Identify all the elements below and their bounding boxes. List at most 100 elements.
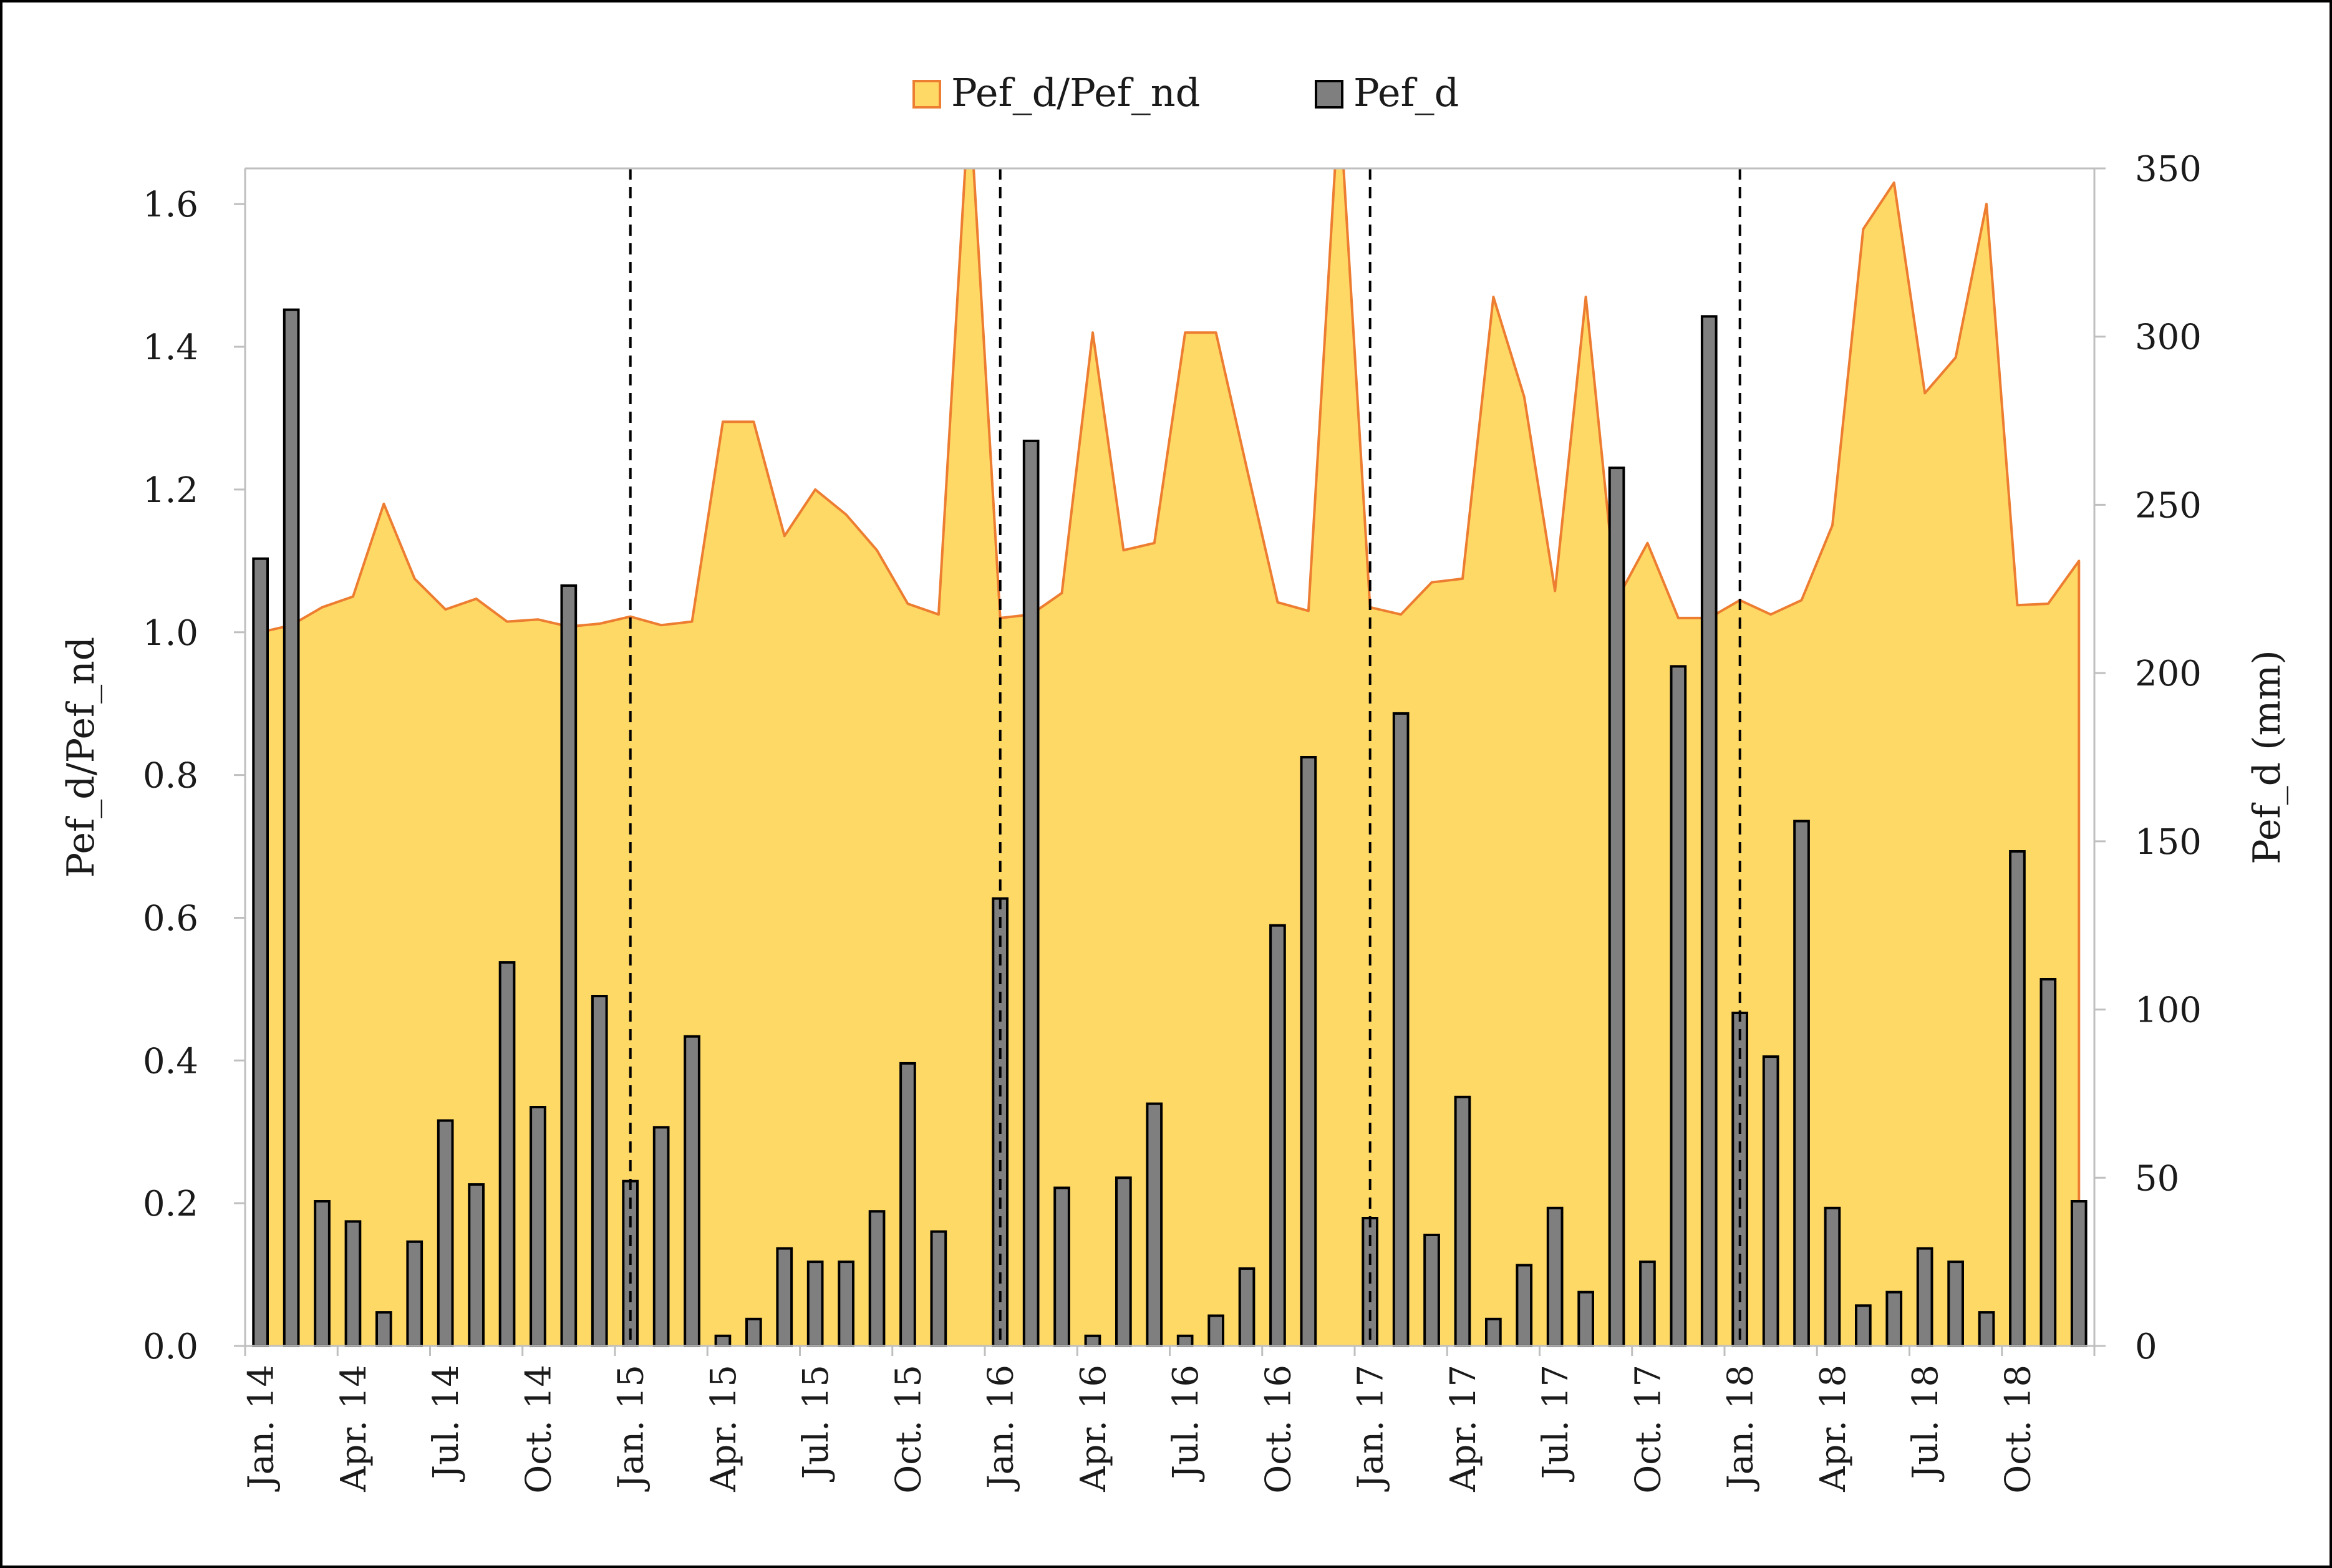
- bar-pef-d: [406, 1240, 423, 1348]
- bar-pef-d: [1762, 1055, 1779, 1347]
- legend-label-pef-d: Pef_d: [1353, 70, 1459, 115]
- bar-pef-d: [1176, 1334, 1194, 1348]
- bar-pef-d: [1115, 1176, 1132, 1348]
- x-tick-label: Jan. 15: [611, 1365, 652, 1492]
- bar-pef-d: [1978, 1311, 1995, 1348]
- x-tick-label: Jan. 18: [1721, 1365, 1761, 1492]
- left-tick-label: 1.0: [143, 613, 198, 654]
- right-tick-label: 0: [2135, 1327, 2157, 1367]
- legend-label-pef-ratio: Pef_d/Pef_nd: [951, 70, 1200, 115]
- bar-pef-d: [1885, 1290, 1903, 1347]
- bar-pef-d: [714, 1334, 732, 1348]
- bar-pef-d: [498, 961, 516, 1347]
- bar-pef-d: [1423, 1234, 1440, 1347]
- bar-pef-d: [1577, 1290, 1595, 1347]
- axis-layer: 0.0 0.2 0.4 0.6 0.8 1.0 1.2 1.4 1.6 0 50 100 150 200 2…: [59, 149, 2289, 1494]
- bar-pef-d: [776, 1247, 793, 1347]
- bar-pef-d: [1700, 315, 1718, 1347]
- bar-pef-d: [375, 1311, 392, 1348]
- x-tick-label: Jan. 17: [1351, 1365, 1391, 1492]
- bar-pef-d: [2039, 978, 2057, 1347]
- right-tick-label: 100: [2135, 990, 2202, 1031]
- right-tick-label: 200: [2135, 654, 2202, 694]
- bar-pef-d: [1146, 1102, 1163, 1347]
- right-tick-label: 250: [2135, 485, 2202, 526]
- bar-pef-d: [530, 1106, 546, 1347]
- bar-pef-d: [1916, 1247, 1933, 1347]
- bar-pef-d: [868, 1210, 886, 1347]
- bar-pef-d: [899, 1062, 916, 1348]
- bar-pef-d: [1392, 712, 1410, 1347]
- bar-pef-d: [1269, 924, 1286, 1347]
- left-tick-label: 0.6: [143, 898, 198, 939]
- bar-pef-d: [591, 995, 608, 1347]
- left-tick-label: 1.2: [143, 470, 198, 511]
- x-tick-label: Apr. 14: [334, 1365, 374, 1493]
- bar-pef-d: [560, 584, 578, 1347]
- x-tick-label: Jul. 15: [796, 1365, 836, 1482]
- left-tick-label: 1.4: [143, 327, 198, 368]
- bar-pef-d: [1639, 1261, 1656, 1347]
- x-tick-label: Jul. 18: [1905, 1365, 1946, 1482]
- bar-pef-d: [1608, 467, 1625, 1347]
- left-tick-label: 0.4: [143, 1041, 198, 1082]
- left-tick-label: 0.0: [143, 1327, 198, 1367]
- bar-pef-d: [684, 1035, 700, 1347]
- x-tick-label: Oct. 15: [889, 1365, 929, 1494]
- x-tick-label: Oct. 17: [1628, 1365, 1669, 1494]
- bar-pef-d: [1793, 820, 1810, 1347]
- x-tick-label: Jul. 14: [426, 1365, 467, 1482]
- x-tick-label: Oct. 18: [1998, 1365, 2039, 1494]
- right-tick-label: 50: [2135, 1158, 2179, 1199]
- year-separator-layer: [629, 168, 1741, 1346]
- right-tick-label: 150: [2135, 822, 2202, 863]
- x-tick-label: Oct. 14: [519, 1365, 559, 1494]
- x-tick-label: Jul. 17: [1536, 1365, 1576, 1482]
- left-tick-label: 0.2: [143, 1184, 198, 1224]
- x-tick-label: Jul. 16: [1166, 1365, 1206, 1482]
- bar-pef-d: [2070, 1200, 2088, 1347]
- left-tick-label: 0.8: [143, 756, 198, 796]
- x-tick-label: Oct. 16: [1259, 1365, 1299, 1494]
- x-tick-label: Jan. 14: [241, 1365, 282, 1492]
- bar-pef-d: [344, 1220, 362, 1348]
- bar-layer: [252, 308, 2088, 1348]
- bar-pef-d: [1670, 665, 1687, 1347]
- bar-pef-d: [745, 1317, 762, 1348]
- bar-pef-d: [252, 557, 269, 1348]
- legend-swatch-pef-ratio: [912, 80, 941, 109]
- bar-pef-d: [1238, 1267, 1256, 1348]
- bar-pef-d: [1022, 439, 1040, 1347]
- right-axis-title: Pef_d (mm): [2245, 650, 2289, 864]
- bar-pef-d: [1855, 1304, 1872, 1348]
- legend: Pef_d/Pef_nd Pef_d: [912, 70, 1459, 115]
- bar-pef-d: [1546, 1206, 1564, 1348]
- left-tick-label: 1.6: [143, 185, 198, 225]
- x-tick-label: Apr. 17: [1443, 1365, 1484, 1493]
- area-line-pef-ratio: [259, 168, 2081, 1346]
- bar-pef-d: [1516, 1264, 1533, 1347]
- x-tick-label: Apr. 16: [1073, 1365, 1114, 1493]
- bar-pef-d: [1947, 1261, 1965, 1347]
- x-tick-label: Apr. 18: [1813, 1365, 1854, 1493]
- bar-pef-d: [1454, 1095, 1471, 1348]
- bar-pef-d: [838, 1261, 855, 1347]
- bar-pef-d: [1300, 756, 1317, 1347]
- bar-pef-d: [283, 308, 300, 1348]
- bar-pef-d: [1053, 1186, 1070, 1347]
- bar-pef-d: [1084, 1334, 1101, 1348]
- x-tick-label: Apr. 15: [704, 1365, 744, 1493]
- bar-pef-d: [1824, 1206, 1841, 1348]
- legend-swatch-pef-d: [1315, 80, 1343, 109]
- right-tick-label: 300: [2135, 317, 2202, 358]
- left-axis-title: Pef_d/Pef_nd: [59, 637, 103, 878]
- x-tick-label: Jan. 16: [981, 1365, 1022, 1492]
- right-tick-label: 350: [2135, 149, 2202, 190]
- bar-pef-d: [1485, 1317, 1502, 1348]
- bar-pef-d: [930, 1230, 947, 1347]
- bar-pef-d: [468, 1183, 485, 1347]
- bar-pef-d: [314, 1200, 331, 1347]
- bar-pef-d: [652, 1126, 670, 1348]
